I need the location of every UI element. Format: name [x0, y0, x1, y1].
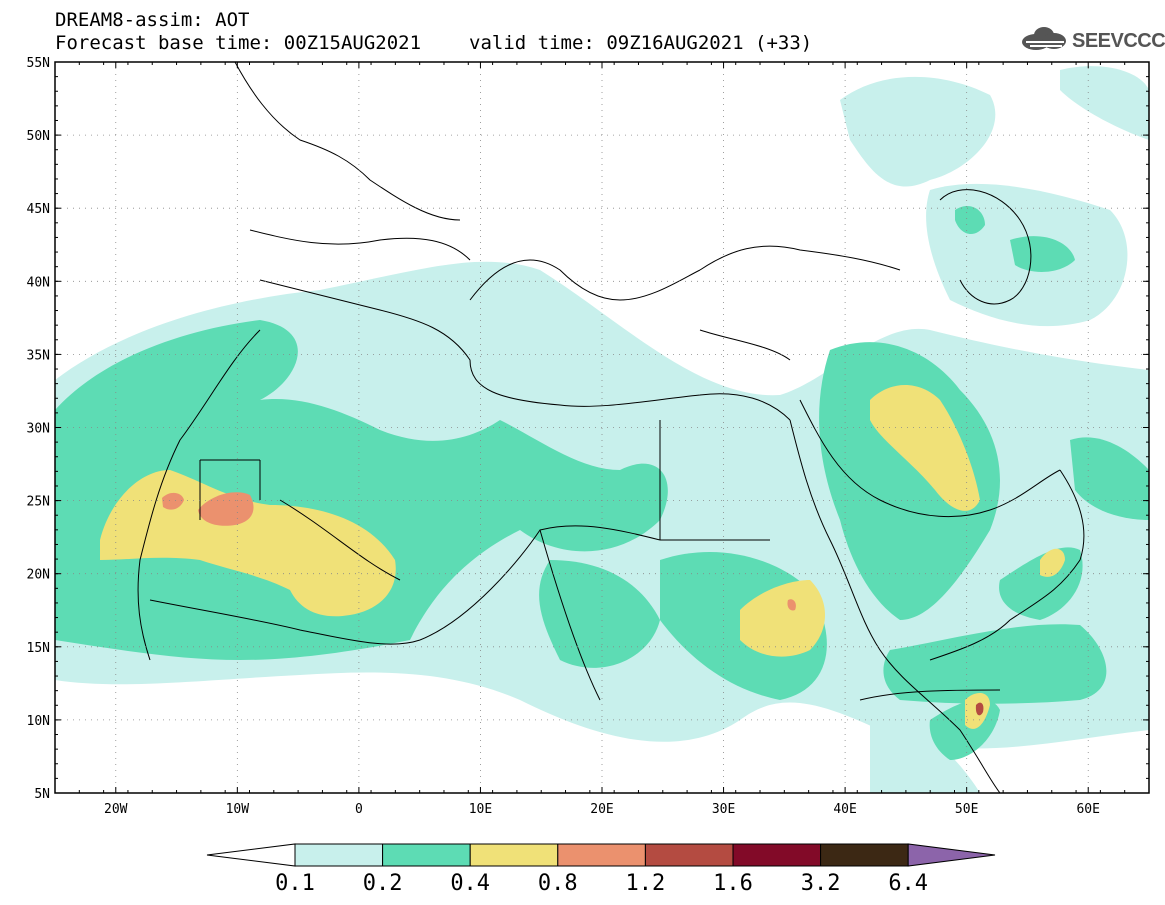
lon-tick-label: 20E	[590, 802, 613, 817]
coastlines	[137, 62, 1085, 793]
lat-tick-label: 25N	[27, 495, 50, 510]
forecast-base-time: Forecast base time: 00Z15AUG2021	[55, 32, 422, 54]
colorbar-extend-high	[907, 843, 996, 867]
lat-tick-label: 5N	[34, 787, 50, 802]
lat-tick-label: 55N	[27, 56, 50, 71]
lat-tick-label: 45N	[27, 202, 50, 217]
colorbar-label: 0.1	[275, 871, 315, 896]
lat-tick-label: 50N	[27, 129, 50, 144]
lon-tick-label: 30E	[712, 802, 735, 817]
lat-tick-label: 10N	[27, 714, 50, 729]
lat-tick-label: 30N	[27, 422, 50, 437]
colorbar-swatch	[557, 843, 646, 867]
colorbar-swatch	[644, 843, 734, 867]
colorbar-swatch	[382, 843, 471, 867]
colorbar-label: 1.2	[626, 871, 666, 896]
lat-tick-label: 40N	[27, 275, 50, 290]
colorbar-label: 0.8	[538, 871, 578, 896]
valid-time: valid time: 09Z16AUG2021 (+33)	[469, 32, 813, 54]
colorbar-label: 1.6	[713, 871, 753, 896]
lon-tick-label: 20W	[104, 802, 128, 817]
lon-tick-label: 10W	[226, 802, 250, 817]
colorbar-swatch	[732, 843, 822, 867]
lat-tick-label: 15N	[27, 641, 50, 656]
map-grid	[55, 62, 1149, 793]
colorbar-extend-low	[206, 843, 296, 867]
cloud-icon	[1022, 27, 1066, 50]
lat-tick-label: 35N	[27, 348, 50, 363]
lon-tick-label: 10E	[469, 802, 492, 817]
colorbar-label: 3.2	[801, 871, 841, 896]
lon-tick-label: 40E	[833, 802, 856, 817]
lon-tick-label: 0	[355, 802, 363, 817]
colorbar-swatch	[294, 843, 384, 867]
colorbar-swatch	[469, 843, 559, 867]
colorbar-label: 0.4	[450, 871, 490, 896]
lat-tick-label: 20N	[27, 568, 50, 583]
colorbar-swatch	[820, 843, 909, 867]
colorbar-label: 0.2	[363, 871, 403, 896]
axis-ticks: 5N 10N 15N 20N 25N 30N 35N 40N 45N 50N 55N 20W 10W 0 1…	[27, 56, 1150, 817]
lon-tick-label: 50E	[955, 802, 978, 817]
logo-text: SEEVCCC	[1072, 30, 1165, 52]
aot-level-1.2	[975, 702, 984, 716]
lon-tick-label: 60E	[1076, 802, 1099, 817]
aot-field	[55, 62, 1149, 793]
time-info: Forecast base time: 00Z15AUG2021 valid ti…	[55, 33, 812, 53]
colorbar-label: 6.4	[888, 871, 928, 896]
chart-title: DREAM8-assim: AOT	[55, 9, 250, 31]
colorbar: 0.1 0.2 0.4 0.8 1.2 1.6 3.2 6.4	[206, 843, 996, 896]
